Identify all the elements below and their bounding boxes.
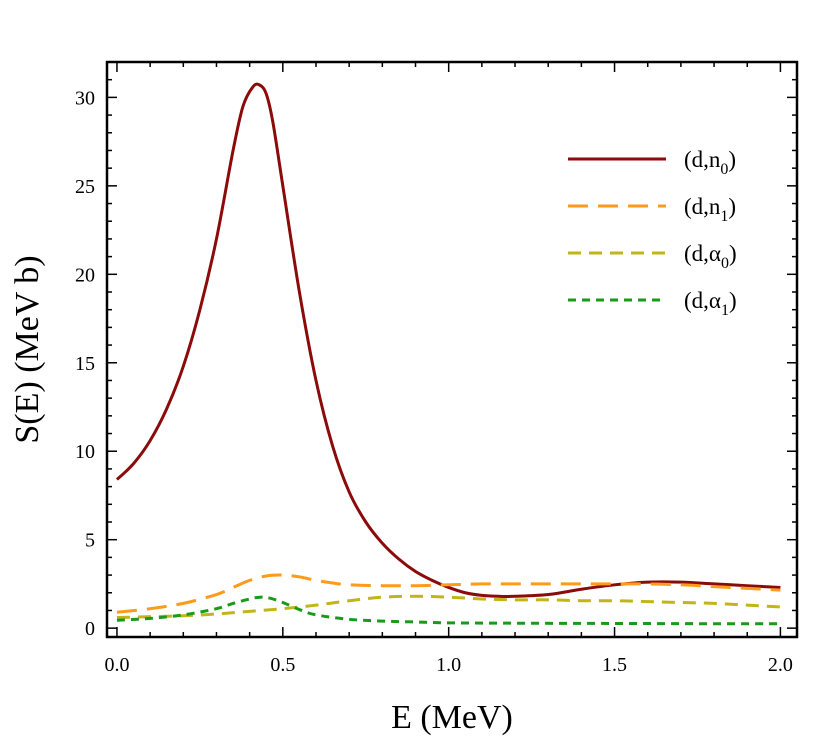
y-axis-title: S(E) (MeV b) [9, 255, 46, 443]
series-group [115, 82, 781, 626]
series-line-1 [115, 82, 781, 598]
series-line-4 [116, 595, 781, 626]
x-tick-label: 0.5 [270, 654, 295, 676]
x-tick-label: 1.5 [602, 654, 627, 676]
y-tick-label: 0 [85, 618, 95, 640]
y-tick-label: 20 [75, 264, 95, 286]
x-tick-label: 1.0 [436, 654, 461, 676]
x-tick-label: 0.0 [104, 654, 129, 676]
x-tick-label: 2.0 [768, 654, 793, 676]
plot-frame [105, 60, 799, 639]
y-tick-label: 30 [75, 87, 95, 109]
y-tick-label: 15 [75, 353, 95, 375]
series-line-2 [116, 573, 781, 614]
legend-label-3: (d,α0) [684, 241, 737, 272]
series-line-3 [116, 594, 781, 620]
x-axis-title: E (MeV) [391, 699, 513, 736]
legend-label-2: (d,n1) [684, 194, 736, 225]
y-tick-label: 25 [75, 176, 95, 198]
legend-label-1: (d,n0) [684, 147, 736, 178]
y-tick-label: 10 [75, 441, 95, 463]
legend-label-4: (d,α1) [684, 288, 737, 319]
y-tick-label: 5 [85, 530, 95, 552]
